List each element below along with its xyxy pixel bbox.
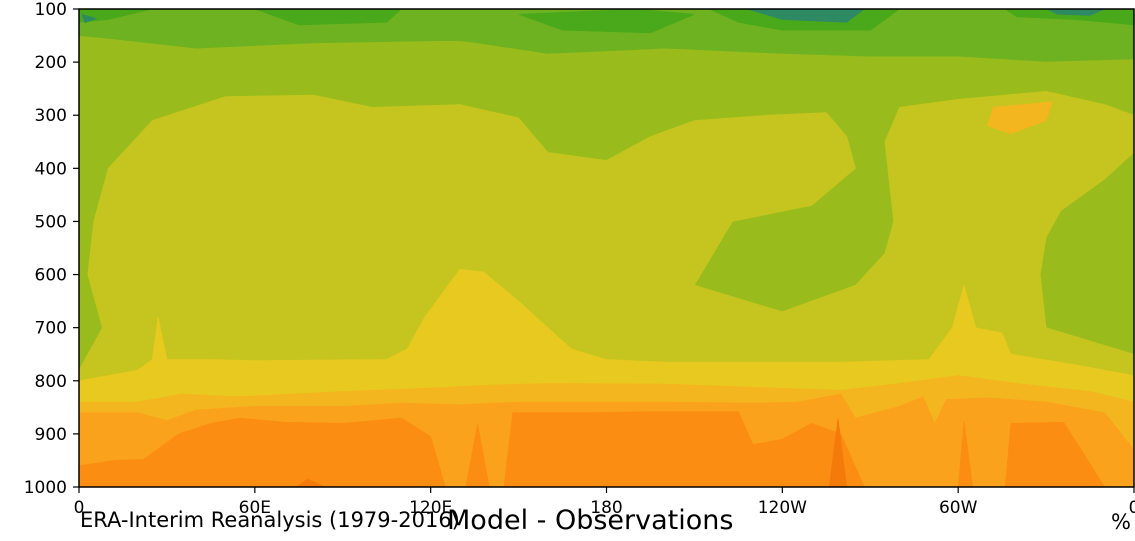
contour-band-17 — [987, 101, 1053, 135]
x-tick-label: 0 — [1129, 498, 1135, 518]
contour-band-15 — [1045, 9, 1105, 16]
y-tick-label: 800 — [35, 372, 67, 392]
contour-band-16 — [81, 13, 98, 24]
contour-band-6 — [828, 417, 848, 487]
x-tick-label: 180 — [590, 498, 622, 518]
y-tick-label: 1000 — [24, 478, 67, 498]
units-label: % — [1111, 510, 1131, 534]
y-tick-label: 200 — [35, 53, 67, 73]
contour-band-11 — [518, 9, 695, 34]
source-label: ERA-Interim Reanalysis (1979-2016) — [80, 508, 460, 532]
x-tick-label: 120W — [758, 498, 807, 518]
y-tick-label: 700 — [35, 319, 67, 339]
y-axis: 100 200 300 400 500 600 700 800 900 1000 — [24, 0, 79, 498]
contour-band-5 — [79, 411, 1134, 487]
chart-title: Model - Observations — [447, 505, 734, 536]
y-tick-label: 500 — [35, 212, 67, 232]
x-tick-label: 60W — [939, 498, 978, 518]
contour-bands — [79, 9, 1134, 487]
x-tick-label: 120E — [409, 498, 452, 518]
x-axis: 0 60E 120E 180 120W 60W 0 — [74, 487, 1135, 518]
contour-band-13 — [1004, 9, 1134, 26]
x-tick-label: 0 — [74, 498, 85, 518]
x-tick-label: 60E — [239, 498, 271, 518]
contour-band-7 — [295, 478, 326, 487]
contour-band-9 — [79, 9, 153, 23]
y-tick-label: 400 — [35, 159, 67, 179]
y-tick-label: 600 — [35, 266, 67, 286]
contour-band-14 — [747, 9, 865, 23]
contour-band-10 — [254, 9, 402, 26]
y-tick-label: 100 — [35, 0, 67, 20]
y-tick-label: 900 — [35, 425, 67, 445]
y-tick-label: 300 — [35, 106, 67, 126]
